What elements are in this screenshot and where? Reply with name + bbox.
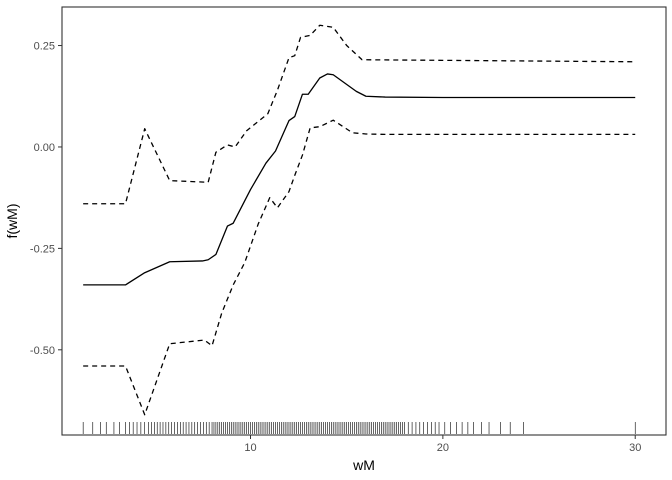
series-line-estimate xyxy=(83,73,636,286)
x-tick-label: 30 xyxy=(629,442,641,454)
rug-layer xyxy=(82,422,636,434)
series-line-lower xyxy=(83,119,636,416)
x-tick-label: 20 xyxy=(437,442,449,454)
series-layer xyxy=(83,24,636,416)
x-axis-title: wM xyxy=(352,457,375,473)
y-axis-title: f(wM) xyxy=(4,204,20,239)
y-tick-label: -0.25 xyxy=(30,243,55,255)
x-tick-label: 10 xyxy=(244,442,256,454)
plot-panel xyxy=(61,6,667,436)
x-axis: 10 20 30 xyxy=(244,435,641,454)
y-tick-label: 0.25 xyxy=(34,41,55,53)
y-tick-label: -0.50 xyxy=(30,345,55,357)
y-tick-label: 0.00 xyxy=(34,142,55,154)
series-line-upper xyxy=(83,24,636,205)
y-axis: 0.25 0.00 -0.25 -0.50 xyxy=(30,41,62,357)
